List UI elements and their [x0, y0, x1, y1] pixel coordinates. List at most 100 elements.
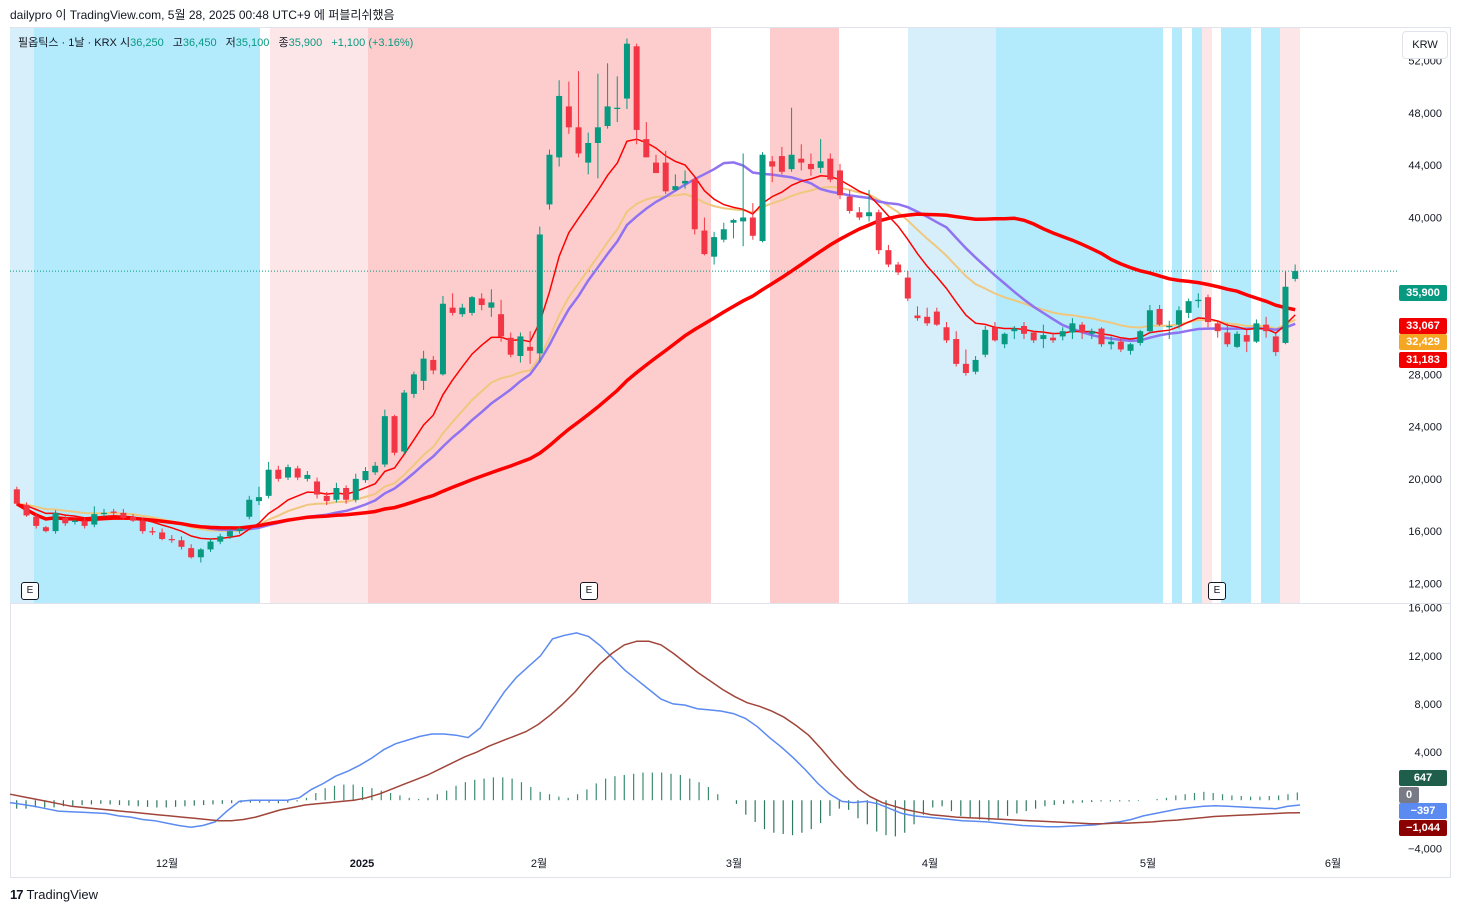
candle-body	[759, 154, 766, 242]
candle-body	[701, 230, 708, 255]
candle-body	[62, 518, 69, 524]
macd-line	[9, 632, 1301, 829]
candle-body	[1020, 325, 1028, 334]
macd-signal-tag: −1,044	[1399, 820, 1447, 836]
candle-body	[1282, 286, 1289, 343]
candle-body	[643, 139, 650, 158]
candle-body	[585, 143, 592, 163]
candle-body	[1204, 297, 1212, 323]
candle-body	[226, 531, 233, 537]
candle-body	[836, 170, 844, 196]
legend-close-label: 종	[278, 37, 289, 49]
macd-y-tick-label: 12,000	[1408, 651, 1442, 663]
candle-body	[982, 329, 989, 355]
legend-open: 36,250	[130, 37, 164, 49]
symbol-legend: 필옵틱스 · 1날 · KRX 시36,250 고36,450 저35,100 …	[18, 34, 413, 50]
candle-body	[914, 315, 921, 319]
candle-body	[1001, 333, 1008, 345]
background-band	[908, 28, 996, 603]
candle-body	[895, 264, 902, 273]
candle-body	[459, 307, 466, 315]
tradingview-logo[interactable]: 17 TradingView	[10, 887, 98, 902]
candle-body	[953, 339, 960, 364]
candle-body	[139, 520, 146, 532]
candle-body	[575, 127, 582, 154]
candle-body	[623, 43, 630, 99]
x-tick-label: 3월	[726, 857, 742, 870]
macd-line-tag: −397	[1399, 803, 1447, 819]
candle-body	[527, 346, 534, 351]
earnings-icon[interactable]: E	[580, 582, 598, 600]
candle-body	[1127, 344, 1134, 351]
candle-body	[1088, 331, 1095, 334]
candle-body	[1069, 323, 1076, 333]
candle-body	[1030, 332, 1037, 341]
earnings-icon[interactable]: E	[1208, 582, 1226, 600]
candle-body	[498, 314, 505, 337]
candle-body	[159, 532, 166, 539]
candle-body	[420, 358, 427, 381]
candle-body	[875, 212, 882, 251]
background-band	[770, 28, 839, 603]
candle-body	[682, 180, 689, 184]
candle-body	[1137, 331, 1144, 343]
candle-body	[91, 514, 98, 525]
candle-body	[284, 467, 292, 478]
macd-signal-line	[9, 640, 1301, 825]
candle-body	[604, 106, 611, 127]
currency-button[interactable]: KRW	[1402, 31, 1448, 59]
candle-body	[352, 478, 359, 500]
candle-body	[817, 161, 824, 168]
candle-body	[343, 488, 350, 500]
ma-b-price-tag: 32,429	[1399, 334, 1447, 350]
y-tick-label: 20,000	[1408, 474, 1442, 486]
candle-body	[468, 297, 476, 313]
y-tick-label: 16,000	[1408, 526, 1442, 538]
candle-body	[885, 250, 892, 265]
candle-body	[720, 229, 727, 240]
candle-body	[556, 95, 563, 158]
x-tick-label: 4월	[922, 857, 938, 870]
candle-body	[1108, 341, 1115, 345]
candle-body	[672, 186, 679, 191]
background-band	[1192, 28, 1202, 603]
candle-body	[1253, 323, 1260, 342]
legend-low: 35,100	[235, 37, 270, 49]
macd-y-tick-label: 8,000	[1414, 699, 1442, 711]
legend-high-label: 고	[172, 37, 183, 49]
candle-body	[827, 158, 834, 180]
candle-body	[149, 531, 156, 533]
ma-c-price-tag: 31,183	[1399, 352, 1447, 368]
candle-body	[255, 497, 262, 502]
candle-body	[110, 511, 117, 513]
background-band	[1280, 28, 1300, 603]
candle-body	[662, 162, 669, 192]
candle-body	[740, 217, 747, 222]
candle-body	[594, 127, 601, 143]
candle-body	[188, 548, 195, 558]
candle-body	[933, 311, 940, 325]
legend-change: +1,100 (+3.16%)	[331, 37, 414, 49]
candle-body	[962, 363, 969, 373]
macd-y-tick-label: −4,000	[1408, 843, 1442, 855]
macd-y-tick-label: 4,000	[1414, 747, 1442, 759]
background-band	[34, 28, 260, 603]
candle-body	[217, 536, 224, 542]
candle-body	[546, 154, 553, 205]
candle-body	[691, 179, 698, 230]
candle-body	[333, 488, 340, 500]
y-tick-label: 40,000	[1408, 212, 1442, 224]
publication-caption: dailypro 이 TradingView.com, 5월 28, 2025 …	[10, 8, 395, 22]
y-tick-label: 44,000	[1408, 160, 1442, 172]
candle-body	[1146, 310, 1153, 332]
candle-body	[13, 489, 20, 504]
background-band	[1261, 28, 1280, 603]
candle-body	[42, 527, 49, 532]
candle-body	[275, 469, 282, 479]
candle-body	[1156, 308, 1163, 325]
candle-body	[1185, 301, 1192, 313]
candle-body	[81, 520, 88, 526]
y-tick-label: 24,000	[1408, 422, 1442, 434]
earnings-icon[interactable]: E	[21, 582, 39, 600]
